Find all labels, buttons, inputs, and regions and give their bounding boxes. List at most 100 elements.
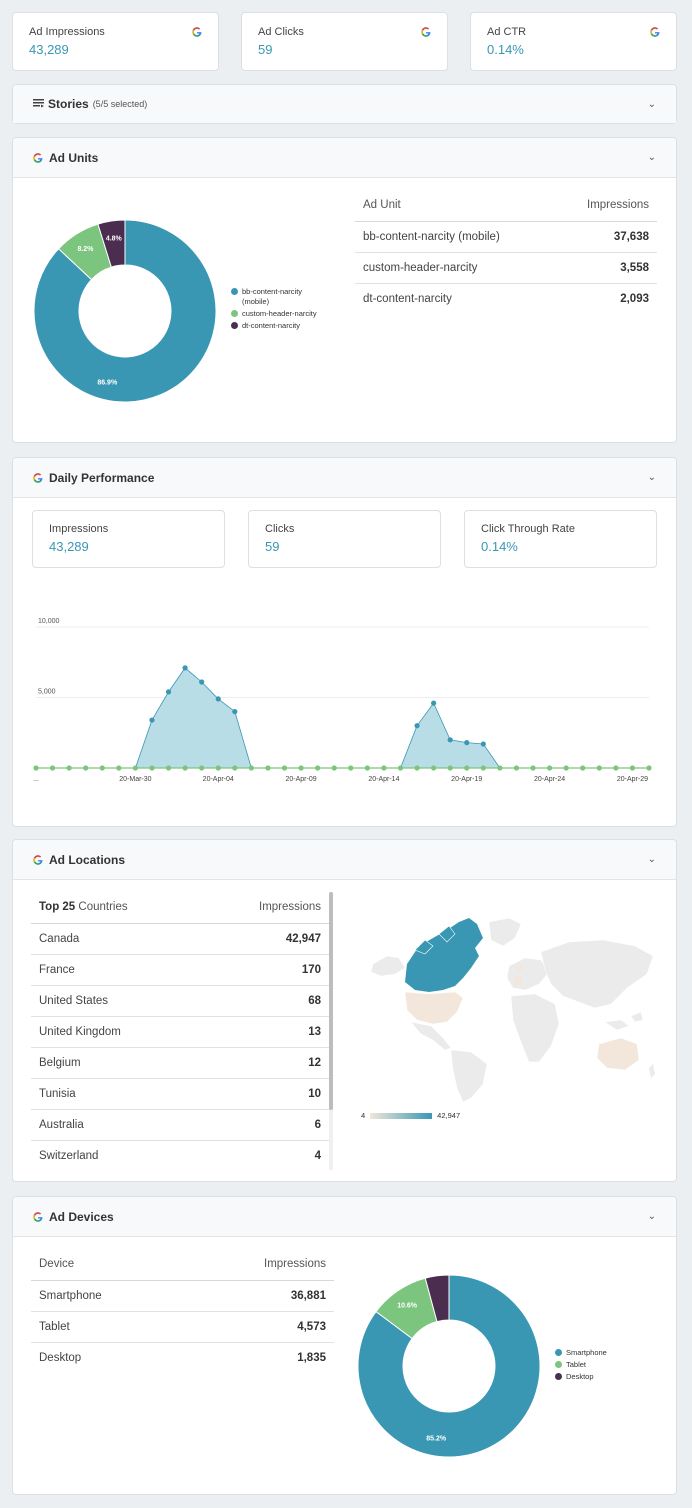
devices-header[interactable]: Ad Devices ⌄ [13, 1197, 676, 1237]
column-header[interactable]: Impressions [183, 1249, 334, 1281]
daily-header[interactable]: Daily Performance ⌄ [13, 458, 676, 498]
clicks-point[interactable] [629, 765, 636, 771]
impressions-point[interactable] [232, 709, 238, 715]
clicks-point[interactable] [563, 765, 569, 771]
google-icon [192, 27, 202, 37]
clicks-point[interactable] [265, 765, 271, 771]
map-canada[interactable] [405, 918, 483, 992]
column-header[interactable]: Impressions [554, 190, 657, 222]
chevron-down-icon[interactable]: ⌄ [647, 472, 656, 483]
clicks-point[interactable] [348, 765, 354, 771]
clicks-point[interactable] [646, 765, 652, 771]
clicks-point[interactable] [580, 765, 586, 771]
clicks-point[interactable] [464, 765, 470, 771]
clicks-point[interactable] [33, 765, 39, 771]
column-header[interactable]: Impressions [201, 892, 329, 924]
impressions-point[interactable] [414, 723, 420, 729]
clicks-point[interactable] [447, 765, 453, 771]
clicks-point[interactable] [232, 765, 238, 771]
slice-label: 8.2% [77, 246, 94, 253]
clicks-point[interactable] [165, 765, 172, 771]
cell-value: 37,638 [554, 221, 657, 253]
stories-title: Stories [48, 97, 89, 111]
cell-name: Desktop [39, 1351, 82, 1364]
impressions-point[interactable] [431, 700, 437, 706]
daily-kpi-clicks[interactable]: Clicks 59 [248, 510, 441, 568]
clicks-point[interactable] [149, 765, 155, 771]
clicks-point[interactable] [66, 765, 72, 771]
map-france[interactable] [513, 976, 523, 986]
clicks-point[interactable] [199, 765, 205, 771]
clicks-point[interactable] [215, 765, 221, 771]
clicks-point[interactable] [546, 765, 553, 771]
scrollbar-track[interactable] [329, 892, 333, 1170]
clicks-point[interactable] [431, 765, 437, 771]
cell-name: United States [31, 985, 202, 1017]
clicks-point[interactable] [613, 765, 619, 771]
scrollbar-thumb[interactable] [329, 892, 333, 1110]
cell-value: 6 [201, 1109, 329, 1141]
clicks-point[interactable] [116, 765, 122, 771]
y-tick-label: 10,000 [38, 618, 60, 625]
locations-table-scroll[interactable]: Top 25 Countries Impressions Canada 42,94… [31, 892, 329, 1172]
clicks-point[interactable] [364, 765, 370, 771]
chevron-down-icon[interactable]: ⌄ [647, 854, 656, 865]
donut-slice[interactable] [33, 219, 217, 403]
clicks-point[interactable] [99, 765, 105, 771]
legend-swatch [555, 1373, 562, 1380]
donut-slice[interactable] [97, 219, 126, 268]
clicks-point[interactable] [530, 765, 536, 771]
stories-selection: (5/5 selected) [92, 99, 148, 109]
clicks-point[interactable] [480, 765, 486, 771]
clicks-point[interactable] [513, 765, 520, 771]
clicks-point[interactable] [132, 765, 139, 771]
map-usa[interactable] [404, 991, 464, 1025]
clicks-point[interactable] [49, 765, 56, 771]
impressions-point[interactable] [215, 696, 221, 702]
stories-panel[interactable]: Stories (5/5 selected) ⌄ [12, 84, 677, 124]
chevron-down-icon[interactable]: ⌄ [647, 1211, 656, 1222]
x-tick-label: 20-Apr-04 [203, 776, 234, 783]
x-tick-label: 20-Apr-24 [534, 776, 565, 783]
impressions-point[interactable] [464, 740, 470, 746]
locations-header[interactable]: Ad Locations ⌄ [13, 840, 676, 880]
impressions-point[interactable] [480, 741, 486, 747]
impressions-point[interactable] [182, 665, 188, 671]
kpi-value: 59 [258, 42, 273, 57]
impressions-point[interactable] [447, 737, 453, 743]
cell-name: Tunisia [31, 1078, 202, 1110]
world-map [370, 917, 655, 1102]
donut-slice[interactable] [357, 1274, 541, 1458]
chevron-down-icon[interactable]: ⌄ [647, 152, 656, 163]
impressions-point[interactable] [165, 689, 172, 695]
daily-kpi-ctr[interactable]: Click Through Rate 0.14% [464, 510, 657, 568]
clicks-point[interactable] [414, 765, 420, 771]
ad-units-donut-chart: 86.9% 8.2% 4.8% [33, 219, 217, 403]
column-header[interactable]: Top 25 Countries [31, 892, 202, 924]
clicks-point[interactable] [182, 765, 188, 771]
kpi-label: Click Through Rate [481, 523, 575, 535]
column-header[interactable]: Ad Unit [355, 190, 555, 222]
clicks-point[interactable] [381, 765, 387, 771]
clicks-point[interactable] [248, 765, 254, 771]
scale-max: 42,947 [437, 1111, 461, 1120]
chevron-down-icon[interactable]: ⌄ [647, 98, 656, 110]
impressions-point[interactable] [149, 717, 155, 723]
clicks-point[interactable] [596, 765, 602, 771]
daily-kpi-impressions[interactable]: Impressions 43,289 [32, 510, 225, 568]
clicks-point[interactable] [83, 765, 89, 771]
clicks-point[interactable] [315, 765, 321, 771]
scale-min: 4 [361, 1111, 366, 1120]
impressions-point[interactable] [199, 679, 205, 685]
ad-units-header[interactable]: Ad Units ⌄ [13, 138, 676, 178]
map-uk[interactable] [517, 964, 523, 972]
clicks-point[interactable] [281, 765, 288, 771]
clicks-point[interactable] [497, 765, 503, 771]
clicks-point[interactable] [397, 765, 404, 771]
clicks-point[interactable] [298, 765, 304, 771]
map-australia[interactable] [596, 1037, 640, 1071]
table-row: bb-content-narcity (mobile) 37,638 [355, 221, 657, 253]
column-header[interactable]: Device [31, 1249, 184, 1281]
donut-slice[interactable] [424, 1274, 450, 1323]
clicks-point[interactable] [331, 765, 337, 771]
